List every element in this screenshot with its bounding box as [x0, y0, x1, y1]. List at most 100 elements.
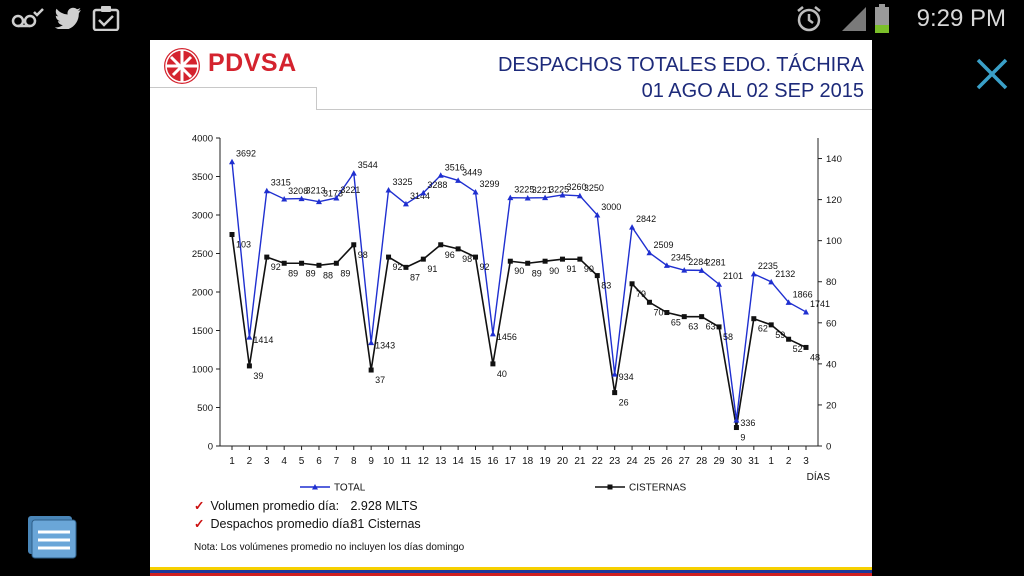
- data-label-total: 3516: [445, 162, 465, 172]
- list-menu-icon[interactable]: [26, 514, 78, 560]
- series-line-total: [231, 161, 807, 421]
- y-tick-label-left: 0: [208, 442, 213, 453]
- x-axis-title: DÍAS: [807, 470, 831, 483]
- y-tick-label-left: 500: [197, 403, 213, 414]
- point-total: [768, 278, 775, 285]
- pdvsa-logo-icon: [164, 48, 200, 84]
- legend-label-total: TOTAL: [334, 483, 366, 494]
- point-cisternas: [281, 260, 287, 266]
- x-tick-label: 18: [522, 456, 534, 467]
- x-tick-label: 14: [453, 456, 465, 467]
- data-label-cisternas: 59: [775, 330, 785, 340]
- data-label-total: 3213: [306, 186, 326, 196]
- point-total: [542, 194, 549, 201]
- point-cisternas: [473, 254, 479, 260]
- data-label-cisternas: 58: [723, 332, 733, 342]
- data-label-total: 3288: [427, 180, 447, 190]
- logo-text: PDVSA: [208, 49, 297, 77]
- data-label-cisternas: 90: [549, 266, 559, 276]
- data-label-cisternas: 63: [706, 322, 716, 332]
- x-tick-label: 20: [557, 456, 569, 467]
- point-cisternas: [646, 299, 652, 305]
- x-tick-label: 1: [768, 456, 774, 467]
- close-icon[interactable]: [970, 52, 1014, 96]
- point-total: [281, 195, 288, 202]
- y-tick-label-right: 120: [826, 195, 842, 206]
- point-total: [333, 194, 340, 201]
- point-total: [315, 198, 322, 205]
- point-cisternas: [699, 314, 705, 320]
- check-icon: ✓: [194, 499, 205, 513]
- x-tick-label: 17: [505, 456, 517, 467]
- data-label-total: 1414: [253, 335, 273, 345]
- x-tick-label: 9: [368, 456, 374, 467]
- data-label-cisternas: 98: [358, 250, 368, 260]
- data-label-total: 3225: [514, 185, 534, 195]
- note-volumen: ✓ Volumen promedio día: 2.928 MLTS: [194, 498, 418, 513]
- point-total: [472, 188, 479, 195]
- x-tick-label: 21: [574, 456, 586, 467]
- point-total: [402, 200, 409, 207]
- data-label-cisternas: 65: [671, 318, 681, 328]
- x-tick-label: 2: [247, 456, 253, 467]
- data-label-cisternas: 103: [236, 240, 251, 250]
- data-label-cisternas: 87: [410, 272, 420, 282]
- series-line-cisternas: [231, 234, 807, 428]
- x-tick-label: 12: [418, 456, 430, 467]
- point-total: [663, 262, 670, 268]
- data-label-cisternas: 98: [462, 254, 472, 264]
- data-label-cisternas: 39: [253, 371, 263, 381]
- note-label: Despachos promedio día:: [210, 517, 353, 531]
- data-label-cisternas: 40: [497, 369, 507, 379]
- header-divider: [150, 87, 316, 88]
- data-label-total: 3449: [462, 167, 482, 177]
- battery-icon: [875, 4, 889, 33]
- menu-button[interactable]: [26, 514, 78, 560]
- data-label-cisternas: 79: [636, 289, 646, 299]
- data-label-total: 3250: [584, 183, 604, 193]
- x-tick-label: 5: [299, 456, 305, 467]
- point-total: [594, 212, 601, 218]
- data-label-total: 1866: [793, 289, 813, 299]
- point-total: [716, 281, 723, 287]
- point-cisternas: [229, 232, 235, 238]
- point-cisternas: [733, 425, 739, 431]
- x-tick-label: 26: [661, 456, 673, 467]
- x-tick-label: 1: [229, 456, 235, 467]
- y-tick-label-right: 20: [826, 400, 837, 411]
- point-cisternas: [803, 344, 809, 350]
- slide-title: DESPACHOS TOTALES EDO. TÁCHIRA: [497, 54, 864, 76]
- data-label-cisternas: 92: [271, 262, 281, 272]
- data-label-cisternas: 83: [601, 281, 611, 291]
- y-tick-label-left: 2000: [192, 288, 213, 299]
- note-value: 2.928 MLTS: [350, 499, 418, 513]
- x-tick-label: 7: [334, 456, 340, 467]
- data-label-cisternas: 89: [340, 268, 350, 278]
- data-label-cisternas: 89: [532, 268, 542, 278]
- point-cisternas: [716, 324, 722, 330]
- point-cisternas: [316, 262, 322, 268]
- point-cisternas: [681, 314, 687, 320]
- point-total: [524, 194, 531, 201]
- legend-marker-cisternas: [607, 484, 613, 490]
- x-tick-label: 3: [264, 456, 270, 467]
- data-label-total: 3173: [323, 189, 343, 199]
- y-tick-label-left: 4000: [192, 134, 213, 145]
- point-cisternas: [751, 316, 757, 322]
- point-cisternas: [594, 273, 600, 279]
- point-total: [385, 186, 392, 193]
- point-cisternas: [559, 256, 565, 262]
- status-time: 9:29 PM: [916, 5, 1006, 32]
- data-label-total: 1456: [497, 332, 517, 342]
- data-label-total: 3299: [480, 179, 500, 189]
- data-label-total: 934: [619, 372, 634, 382]
- point-cisternas: [768, 322, 774, 328]
- data-label-total: 3225: [549, 185, 569, 195]
- point-total: [229, 158, 235, 165]
- x-tick-label: 2: [786, 456, 792, 467]
- data-label-cisternas: 88: [323, 270, 333, 280]
- data-label-total: 2281: [706, 257, 726, 267]
- x-tick-label: 10: [383, 456, 395, 467]
- x-tick-label: 25: [644, 456, 656, 467]
- close-button[interactable]: [970, 52, 1014, 96]
